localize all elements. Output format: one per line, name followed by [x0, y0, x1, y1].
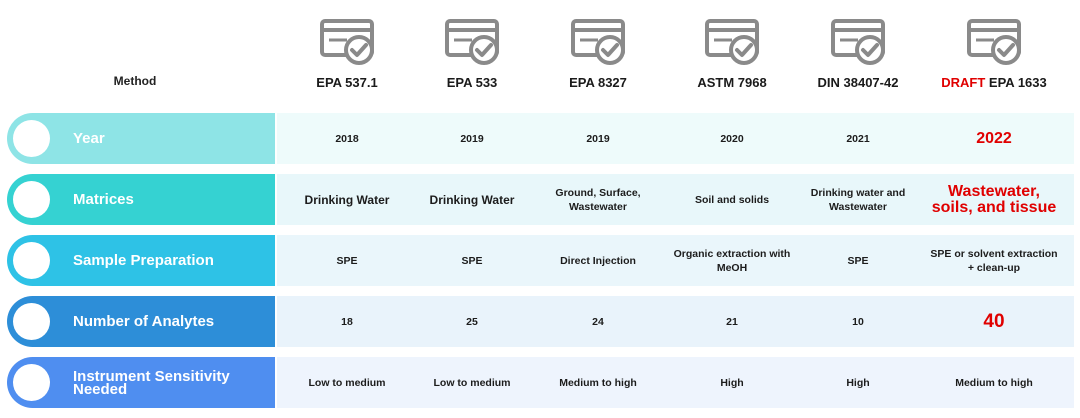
table-cell: Drinking Water	[304, 192, 390, 207]
column-header: DIN 38407-42	[793, 14, 923, 94]
certificate-check-icon	[705, 19, 759, 65]
row-label: Matrices	[73, 191, 134, 208]
row-label-pill: Matrices	[7, 174, 275, 225]
column-name-text: EPA 533	[446, 75, 498, 90]
row-bullet-circle	[13, 303, 50, 340]
column-name-text: DIN 38407-42	[817, 75, 899, 90]
row-label-pill: Sample Preparation	[7, 235, 275, 286]
row-label: Instrument Sensitivity Needed	[73, 367, 230, 398]
table-cell: 2018	[335, 132, 359, 145]
column-header: DRAFT EPA 1633	[929, 14, 1059, 94]
column-name-text: EPA 537.1	[316, 75, 378, 90]
table-cell: Drinking water and Wastewater	[810, 186, 906, 213]
table-cell: 2022	[976, 129, 1012, 147]
row-label: Number of Analytes	[73, 313, 215, 330]
table-cell: 40	[983, 310, 1005, 332]
certificate-check-icon	[967, 19, 1021, 65]
table-cell: SPE	[847, 254, 869, 267]
row-band	[277, 296, 1074, 347]
row-label: Sample Preparation	[73, 252, 214, 269]
column-name: ASTM 7968	[667, 75, 797, 90]
column-name: EPA 8327	[533, 75, 663, 90]
table-cell: 2021	[846, 132, 870, 145]
column-header: EPA 537.1	[282, 14, 412, 94]
row-bullet-circle	[13, 120, 50, 157]
column-name: DIN 38407-42	[793, 75, 923, 90]
column-header: ASTM 7968	[667, 14, 797, 94]
column-name: EPA 533	[407, 75, 537, 90]
row-label-pill: Year	[7, 113, 275, 164]
row-label: Year	[73, 130, 105, 147]
table-cell: 2020	[720, 132, 744, 145]
row-bullet-circle	[13, 242, 50, 279]
column-name-text: ASTM 7968	[697, 75, 767, 90]
table-cell: 25	[466, 315, 478, 328]
table-cell: Ground, Surface, Wastewater	[555, 186, 641, 213]
table-cell: 21	[726, 315, 738, 328]
row-bullet-circle	[13, 181, 50, 218]
table-cell: 10	[852, 315, 864, 328]
table-cell: Direct Injection	[560, 254, 636, 267]
table-cell: SPE	[461, 254, 483, 267]
column-header: EPA 533	[407, 14, 537, 94]
row-band	[277, 357, 1074, 408]
column-name: DRAFT EPA 1633	[929, 75, 1059, 90]
column-name: EPA 537.1	[282, 75, 412, 90]
table-cell: Medium to high	[559, 376, 637, 389]
table-cell: Soil and solids	[694, 193, 770, 206]
table-cell: SPE or solvent extraction + clean-up	[930, 247, 1058, 274]
row-band	[277, 174, 1074, 225]
row-bullet-circle	[13, 364, 50, 401]
row-label-pill: Number of Analytes	[7, 296, 275, 347]
table-cell: High	[846, 376, 870, 389]
draft-prefix: DRAFT	[941, 75, 986, 90]
certificate-check-icon	[320, 19, 374, 65]
column-name-text: EPA 8327	[569, 75, 627, 90]
table-cell: 2019	[586, 132, 610, 145]
table-cell: Organic extraction with MeOH	[673, 247, 791, 274]
column-name-text: EPA 1633	[988, 75, 1047, 90]
certificate-check-icon	[445, 19, 499, 65]
row-band	[277, 113, 1074, 164]
row-label-pill: Instrument Sensitivity Needed	[7, 357, 275, 408]
column-header: EPA 8327	[533, 14, 663, 94]
method-header-label: Method	[113, 74, 157, 88]
table-cell: Drinking Water	[429, 192, 515, 207]
table-cell: 24	[592, 315, 604, 328]
table-cell: 2019	[460, 132, 484, 145]
row-band	[277, 235, 1074, 286]
table-cell: Wastewater, soils, and tissue	[931, 182, 1057, 216]
table-cell: Medium to high	[955, 376, 1033, 389]
table-cell: Low to medium	[308, 376, 386, 389]
table-cell: 18	[341, 315, 353, 328]
certificate-check-icon	[571, 19, 625, 65]
table-cell: SPE	[336, 254, 358, 267]
table-cell: High	[720, 376, 744, 389]
certificate-check-icon	[831, 19, 885, 65]
table-cell: Low to medium	[433, 376, 511, 389]
